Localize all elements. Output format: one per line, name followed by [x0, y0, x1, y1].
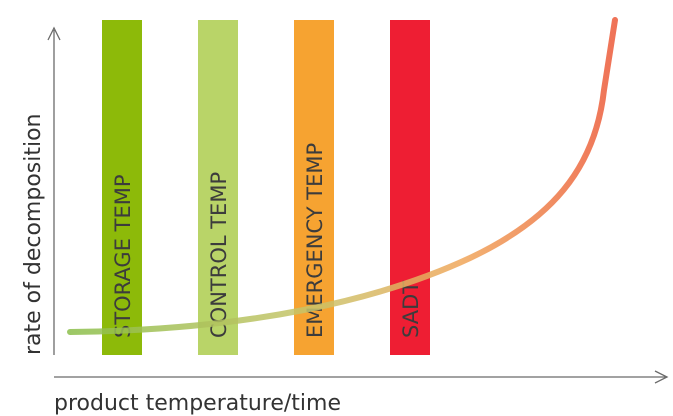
- y-axis: [47, 26, 61, 355]
- band-control-temp: CONTROL TEMP: [198, 20, 238, 355]
- band-control-temp-bar: [198, 20, 238, 355]
- x-axis: [54, 370, 669, 384]
- band-storage-temp-bar: [102, 20, 142, 355]
- band-sadt-label: SADT: [399, 281, 423, 338]
- band-control-temp-label: CONTROL TEMP: [207, 172, 231, 338]
- band-emergency-temp-bar: [294, 20, 334, 355]
- band-sadt-bar: [390, 20, 430, 355]
- band-storage-temp: STORAGE TEMP: [102, 20, 142, 355]
- x-axis-label: product temperature/time: [54, 391, 341, 416]
- band-sadt: SADT: [390, 20, 430, 355]
- decomposition-curve: [67, 17, 618, 335]
- band-storage-temp-label: STORAGE TEMP: [111, 174, 135, 338]
- y-axis-label: rate of decomposition: [21, 113, 46, 355]
